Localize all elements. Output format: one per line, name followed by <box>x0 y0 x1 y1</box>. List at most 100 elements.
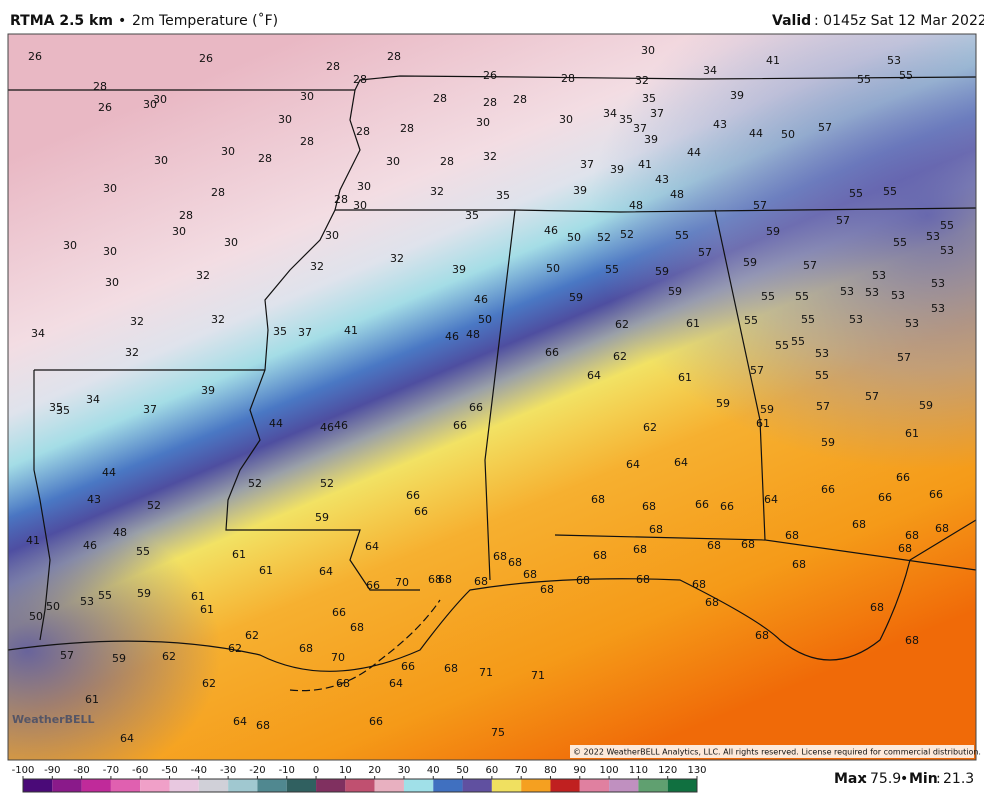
colorbar-tick-label: -50 <box>161 765 177 776</box>
station-value: 55 <box>940 219 954 232</box>
station-value: 52 <box>620 228 634 241</box>
max-label: Max <box>834 771 866 787</box>
station-value: 30 <box>559 113 573 126</box>
colorbar-tick-label: -20 <box>249 765 265 776</box>
colorbar-tick-label: -70 <box>103 765 119 776</box>
station-value: 48 <box>670 188 684 201</box>
station-value: 64 <box>120 732 134 745</box>
station-value: 55 <box>857 73 871 86</box>
station-value: 57 <box>897 351 911 364</box>
colorbar-segment <box>286 779 317 792</box>
station-value: 57 <box>753 199 767 212</box>
station-value: 52 <box>248 477 262 490</box>
station-value: 30 <box>221 145 235 158</box>
station-value: 43 <box>87 493 101 506</box>
station-value: 28 <box>300 135 314 148</box>
station-value: 66 <box>929 488 943 501</box>
station-value: 30 <box>476 116 490 129</box>
station-value: 55 <box>849 187 863 200</box>
state-borders <box>7 75 977 692</box>
colorbar-segment <box>433 779 463 792</box>
station-value: 34 <box>86 393 100 406</box>
station-value: 39 <box>201 384 215 397</box>
station-value: 28 <box>440 155 454 168</box>
colorbar-segment <box>257 779 287 792</box>
colorbar-tick-label: 120 <box>658 765 677 776</box>
station-value: 68 <box>593 549 607 562</box>
station-value: 68 <box>256 719 270 732</box>
station-value: 68 <box>299 642 313 655</box>
station-value: 28 <box>179 209 193 222</box>
station-value: 30 <box>153 93 167 106</box>
station-value: 37 <box>650 107 664 120</box>
station-value: 44 <box>749 127 763 140</box>
station-value: 59 <box>919 399 933 412</box>
station-value: 55 <box>744 314 758 327</box>
colorbar-segment <box>374 779 404 792</box>
station-value: 30 <box>172 225 186 238</box>
station-value: 66 <box>369 715 383 728</box>
station-value: 68 <box>493 550 507 563</box>
station-value: 34 <box>31 327 45 340</box>
station-value: 57 <box>836 214 850 227</box>
station-value: 62 <box>615 318 629 331</box>
station-value: 68 <box>905 634 919 647</box>
colorbar-tick-label: 40 <box>427 765 440 776</box>
colorbar-segment <box>550 779 580 792</box>
station-value: 62 <box>162 650 176 663</box>
station-value: 44 <box>687 146 701 159</box>
station-value: 66 <box>401 660 415 673</box>
header: RTMA 2.5 km • 2m Temperature (˚F) Valid … <box>10 12 984 29</box>
station-value: 66 <box>414 505 428 518</box>
station-value: 59 <box>655 265 669 278</box>
colorbar-frame <box>22 778 698 793</box>
max-value: 75.9 <box>870 771 901 787</box>
station-value: 68 <box>474 575 488 588</box>
colorbar-segment <box>462 779 492 792</box>
station-value: 53 <box>865 286 879 299</box>
station-value: 39 <box>730 89 744 102</box>
station-value: 35 <box>49 401 63 414</box>
station-value: 37 <box>143 403 157 416</box>
station-value: 59 <box>766 225 780 238</box>
station-value: 26 <box>28 50 42 63</box>
colorbar-segment <box>228 779 258 792</box>
station-value: 53 <box>80 595 94 608</box>
station-value: 53 <box>815 347 829 360</box>
station-value: 71 <box>479 666 493 679</box>
colorbar-segment <box>169 779 199 792</box>
colorbar-tick-label: 0 <box>313 765 319 776</box>
station-value: 61 <box>200 603 214 616</box>
station-value: 32 <box>390 252 404 265</box>
station-value: 50 <box>567 231 581 244</box>
station-value: 62 <box>228 642 242 655</box>
station-value: 52 <box>147 499 161 512</box>
station-value: 37 <box>633 122 647 135</box>
station-value: 28 <box>93 80 107 93</box>
station-value: 57 <box>803 259 817 272</box>
station-value: 50 <box>546 262 560 275</box>
station-value: 68 <box>576 574 590 587</box>
station-value: 68 <box>755 629 769 642</box>
station-value: 55 <box>605 263 619 276</box>
station-value: 66 <box>545 346 559 359</box>
station-value: 39 <box>573 184 587 197</box>
station-value: 59 <box>112 652 126 665</box>
stats: Max : 75.9 • Min : 21.3 <box>834 771 974 787</box>
station-value: 59 <box>821 436 835 449</box>
station-value: 43 <box>655 173 669 186</box>
station-value: 46 <box>83 539 97 552</box>
copyright-box <box>570 745 974 758</box>
station-value: 46 <box>320 421 334 434</box>
station-value: 30 <box>278 113 292 126</box>
map-frame <box>7 33 977 761</box>
colorbar-tick-label: 30 <box>398 765 411 776</box>
station-value: 32 <box>130 315 144 328</box>
station-value: 32 <box>310 260 324 273</box>
station-value: 70 <box>331 651 345 664</box>
station-value: 66 <box>821 483 835 496</box>
station-value: 53 <box>887 54 901 67</box>
station-value: 55 <box>795 290 809 303</box>
colon: : <box>863 771 868 787</box>
